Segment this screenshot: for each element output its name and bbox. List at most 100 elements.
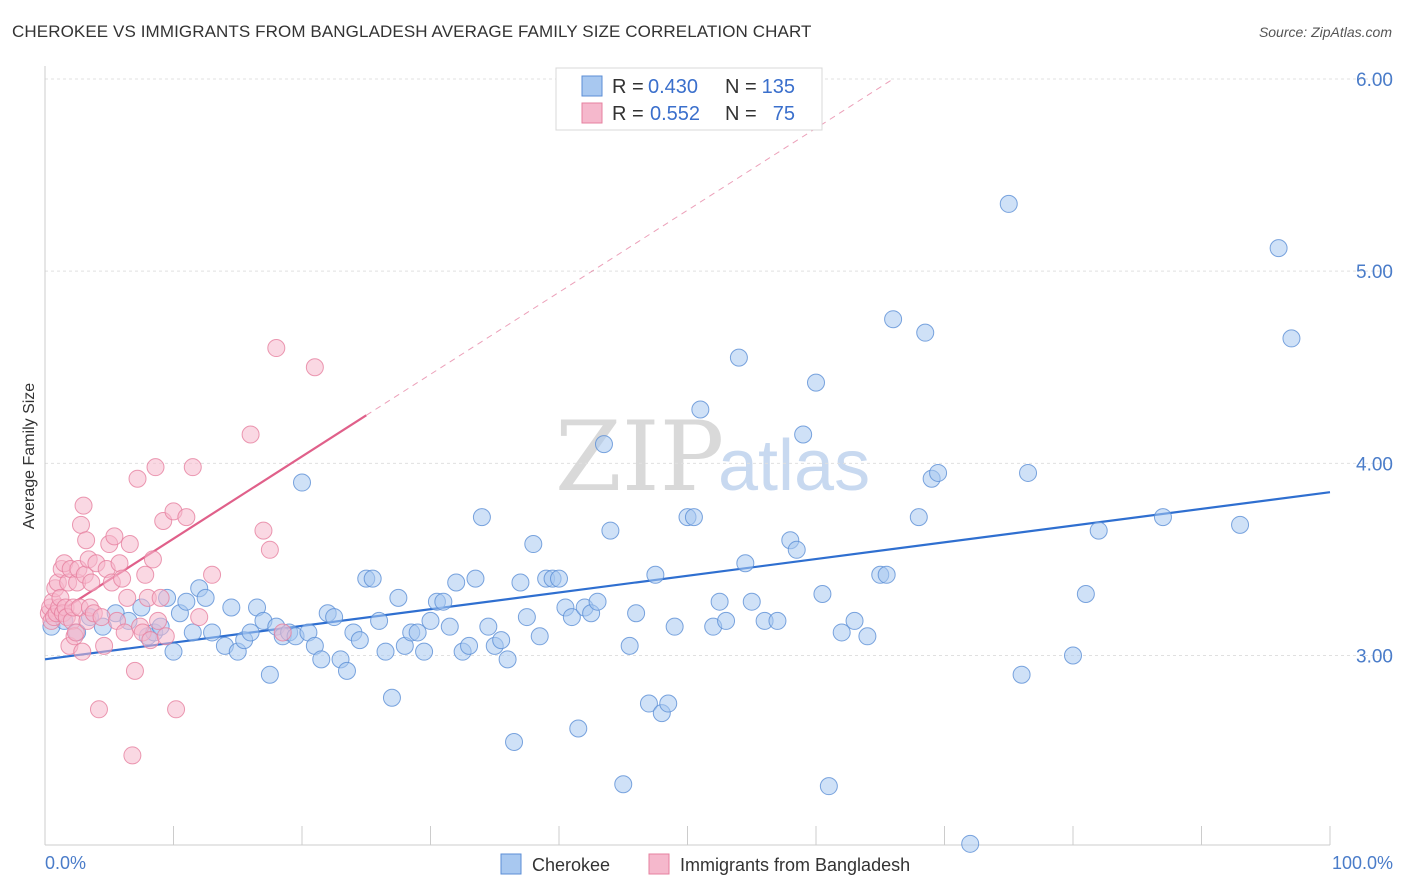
- bangladesh-point: [118, 588, 137, 607]
- legend-n-label-1: N =: [725, 76, 757, 98]
- cherokee-point: [601, 521, 620, 540]
- cherokee-point: [505, 732, 524, 751]
- cherokee-point: [260, 665, 279, 684]
- bangladesh-point: [305, 358, 324, 377]
- cherokee-point: [241, 623, 260, 642]
- legend-swatch-cherokee: [581, 75, 603, 97]
- bangladesh-point: [177, 508, 196, 527]
- cherokee-point: [620, 636, 639, 655]
- cherokee-point: [909, 508, 928, 527]
- cherokee-point: [884, 310, 903, 329]
- bangladesh-point: [74, 496, 93, 515]
- cherokee-point: [325, 608, 344, 627]
- legend-swatch-bangladesh: [581, 102, 603, 124]
- chart-title: CHEROKEE VS IMMIGRANTS FROM BANGLADESH A…: [12, 22, 812, 41]
- cherokee-point: [434, 592, 453, 611]
- cherokee-point: [1012, 665, 1031, 684]
- legend-r-value-1: 0.430: [648, 76, 698, 98]
- cherokee-point: [729, 348, 748, 367]
- bangladesh-point: [136, 565, 155, 584]
- chart-source: Source: ZipAtlas.com: [1258, 24, 1392, 40]
- cherokee-point: [1282, 329, 1301, 348]
- legend-r-value-2: 0.552: [650, 103, 700, 125]
- cherokee-point: [511, 573, 530, 592]
- bangladesh-point: [241, 425, 260, 444]
- cherokee-point: [819, 777, 838, 796]
- cherokee-point: [389, 588, 408, 607]
- cherokee-point: [408, 623, 427, 642]
- cherokee-point: [312, 650, 331, 669]
- bangladesh-point: [260, 540, 279, 559]
- legend-n-label-2: N =: [725, 103, 757, 125]
- bangladesh-point: [92, 608, 111, 627]
- bangladesh-point: [71, 515, 90, 534]
- bangladesh-point: [167, 700, 186, 719]
- cherokee-point: [999, 194, 1018, 213]
- cherokee-point: [1089, 521, 1108, 540]
- cherokee-point: [222, 598, 241, 617]
- cherokee-point: [524, 535, 543, 554]
- cherokee-point: [447, 573, 466, 592]
- cherokee-point: [916, 323, 935, 342]
- cherokee-point: [293, 473, 311, 492]
- x-tick-label: 0.0%: [45, 853, 86, 873]
- axes: 3.00 4.00 5.00 6.00 0.0% 100.0%: [44, 66, 1393, 873]
- legend-r-label-2: R =: [612, 103, 644, 125]
- cherokee-point: [177, 592, 196, 611]
- cherokee-point: [794, 425, 813, 444]
- cherokee-point: [1019, 463, 1038, 482]
- cherokee-point: [376, 642, 395, 661]
- stats-legend: R = 0.430 N = 135 R = 0.552 N = 75: [555, 67, 823, 131]
- cherokee-point: [466, 569, 485, 588]
- cherokee-point: [550, 569, 568, 588]
- watermark-atlas: atlas: [718, 426, 870, 506]
- legend-n-value-2: 75: [773, 103, 795, 125]
- y-tick-label: 3.00: [1356, 647, 1393, 668]
- y-tick-label: 4.00: [1356, 454, 1393, 475]
- cherokee-point: [562, 608, 581, 627]
- data-points: [39, 194, 1301, 853]
- series-legend-swatch-bangladesh: [648, 853, 670, 875]
- y-tick-label: 6.00: [1356, 70, 1393, 91]
- bangladesh-point: [77, 531, 96, 550]
- cherokee-point: [1153, 508, 1172, 527]
- series-legend-label-bangladesh: Immigrants from Bangladesh: [680, 855, 910, 875]
- cherokee-point: [203, 623, 222, 642]
- cherokee-point: [530, 627, 549, 646]
- bangladesh-point: [89, 700, 108, 719]
- cherokee-point: [813, 585, 832, 604]
- bangladesh-trend-extension: [365, 78, 894, 416]
- cherokee-point: [659, 694, 678, 713]
- cherokee-point: [787, 540, 806, 559]
- cherokee-point: [627, 604, 646, 623]
- cherokee-point: [415, 642, 434, 661]
- bangladesh-point: [143, 550, 162, 569]
- series-legend-swatch-cherokee: [500, 853, 522, 875]
- bangladesh-point: [151, 588, 170, 607]
- bangladesh-point: [113, 569, 132, 588]
- cherokee-point: [691, 400, 710, 419]
- trend-lines: [44, 78, 1331, 661]
- watermark-zip: ZIP: [555, 401, 724, 513]
- cherokee-point: [845, 611, 864, 630]
- cherokee-point: [363, 569, 382, 588]
- cherokee-point: [196, 588, 215, 607]
- cherokee-point: [517, 608, 536, 627]
- bangladesh-point: [267, 339, 286, 358]
- cherokee-point: [440, 617, 459, 636]
- y-tick-label: 5.00: [1356, 262, 1393, 283]
- cherokee-point: [807, 373, 825, 392]
- series-legend-label-cherokee: Cherokee: [532, 855, 610, 875]
- cherokee-point: [717, 611, 736, 630]
- series-legend: Cherokee Immigrants from Bangladesh: [500, 853, 910, 875]
- bangladesh-point: [149, 611, 168, 630]
- cherokee-point: [1231, 515, 1250, 534]
- cherokee-point: [492, 631, 511, 650]
- cherokee-point: [337, 661, 356, 680]
- cherokee-point: [350, 631, 369, 650]
- cherokee-point: [588, 592, 607, 611]
- cherokee-point: [646, 565, 665, 584]
- cherokee-point: [370, 611, 389, 630]
- cherokee-point: [479, 617, 498, 636]
